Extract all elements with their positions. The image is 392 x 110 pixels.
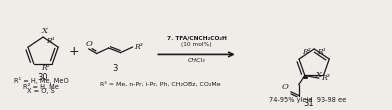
- Text: X: X: [41, 27, 47, 35]
- Text: 30: 30: [38, 73, 48, 82]
- Text: 3: 3: [112, 64, 117, 73]
- Text: R¹ = H, Me, MeO: R¹ = H, Me, MeO: [14, 77, 69, 84]
- Text: R²: R²: [302, 48, 311, 56]
- Text: 31: 31: [303, 99, 314, 108]
- Text: O: O: [282, 83, 289, 91]
- Text: +: +: [69, 45, 79, 58]
- Text: CHCl₃: CHCl₃: [188, 58, 205, 63]
- Text: 7. TFA/CNCH₂CO₂H: 7. TFA/CNCH₂CO₂H: [167, 36, 227, 41]
- Text: R³ = Me, n-Pr, i-Pr, Ph, CH₂OBz, CO₂Me: R³ = Me, n-Pr, i-Pr, Ph, CH₂OBz, CO₂Me: [100, 82, 221, 87]
- Text: X: X: [316, 71, 321, 79]
- Text: (10 mol%): (10 mol%): [181, 42, 212, 47]
- Text: R¹: R¹: [47, 37, 55, 45]
- Text: R³: R³: [134, 43, 143, 51]
- Text: R³: R³: [321, 74, 329, 82]
- Text: R²: R²: [41, 64, 49, 72]
- Text: R² = H, Me: R² = H, Me: [23, 83, 59, 90]
- Text: 74-95% yield  93-98 ee: 74-95% yield 93-98 ee: [269, 97, 346, 103]
- Text: R¹: R¹: [318, 48, 326, 56]
- Text: O: O: [85, 40, 92, 48]
- Text: X = O, S: X = O, S: [27, 88, 55, 94]
